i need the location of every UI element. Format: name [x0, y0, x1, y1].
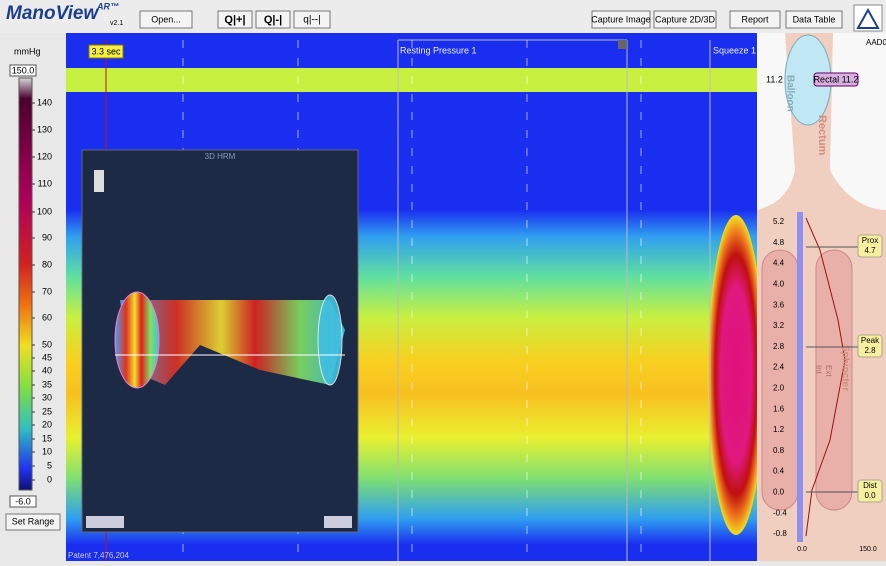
scale-tick-label: 0 [47, 474, 52, 484]
inset-tools[interactable] [94, 170, 104, 192]
event-label: Resting Pressure 1 [400, 45, 477, 55]
scale-tick-label: 80 [42, 259, 52, 269]
scale-tick-label: 35 [42, 379, 52, 389]
position-label: 0.8 [773, 446, 785, 455]
scale-tick-label: 15 [42, 433, 52, 443]
ext-label: Ext [824, 365, 833, 377]
scale-unit: mmHg [14, 46, 41, 56]
svg-text:q|--|: q|--| [303, 15, 320, 26]
position-label: 4.0 [773, 280, 785, 289]
scale-tick-label: 25 [42, 406, 52, 416]
svg-text:Q|-|: Q|-| [264, 14, 282, 26]
position-label: 2.0 [773, 384, 785, 393]
sphincter-label: Sphincter [839, 345, 850, 391]
rectum-label: Rectum [816, 115, 828, 156]
scale-tick-label: 100 [37, 206, 52, 216]
position-label: -0.8 [773, 529, 787, 538]
marker-value: 4.7 [864, 246, 876, 255]
scale-max: 150.0 [12, 65, 35, 75]
position-label: 5.2 [773, 217, 785, 226]
logo-icon[interactable] [854, 5, 882, 31]
balloon-label: Balloon [784, 75, 795, 112]
marker-value: 0.0 [864, 491, 876, 500]
marker-label: Prox [862, 236, 878, 245]
position-label: 4.8 [773, 238, 785, 247]
color-bar [19, 78, 32, 490]
position-label: 3.2 [773, 321, 785, 330]
scale-tick-label: 30 [42, 392, 52, 402]
x-max: 150.0 [859, 546, 877, 553]
toolbar-button-label: Data Table [793, 14, 836, 24]
position-label: -0.4 [773, 508, 787, 517]
logo-sup: AR™ [96, 1, 119, 11]
scale-tick-label: 120 [37, 151, 52, 161]
marker-value: 2.8 [864, 346, 876, 355]
zoom-out-button[interactable]: q|--| [294, 11, 330, 28]
app-window: ManoView AR™ v2.1 Q|+| Q|-| q|--| mmHg 1… [0, 0, 886, 561]
tube-end [318, 295, 342, 385]
squeeze-region [708, 215, 764, 535]
inset-buttons[interactable] [86, 516, 124, 528]
scale-tick-label: 130 [37, 124, 52, 134]
set-range-button[interactable]: Set Range [6, 514, 60, 530]
position-label: 3.6 [773, 300, 785, 309]
position-label: 0.4 [773, 467, 785, 476]
page: { "toolbar": {"logo": "ManoView", "logo_… [0, 0, 886, 561]
tube-end [115, 292, 159, 388]
event-label: Squeeze 1 [713, 45, 756, 55]
scale-tick-label: 110 [38, 178, 52, 188]
patent: Patent 7,476,204 [68, 551, 129, 560]
patient-id: AAD0628 [866, 38, 886, 47]
toolbar-button-label: Open... [151, 14, 181, 24]
rectal-value: 11.2 [766, 74, 783, 84]
toolbar-button-label: Capture Image [591, 14, 651, 24]
scale-tick-label: 5 [47, 460, 52, 470]
scale-tick-label: 70 [42, 286, 52, 296]
position-label: 2.4 [773, 363, 785, 372]
scale-tick-label: 60 [42, 312, 52, 322]
toolbar-button-label: Capture 2D/3D [655, 14, 716, 24]
set-range-label: Set Range [12, 516, 55, 526]
svg-text:Q|+|: Q|+| [224, 14, 245, 26]
scale-tick-label: 10 [42, 446, 52, 456]
position-label: 4.4 [773, 259, 785, 268]
inset-title: 3D HRM [205, 152, 236, 161]
inset-buttons[interactable] [324, 516, 352, 528]
logo: ManoView [6, 3, 99, 24]
scale-tick-label: 50 [42, 339, 52, 349]
position-label: 1.6 [773, 404, 785, 413]
scale-panel [0, 33, 66, 561]
version: v2.1 [110, 20, 123, 27]
scale-tick-label: 90 [42, 232, 52, 242]
scale-tick-label: 45 [42, 352, 52, 362]
position-label: 0.0 [773, 488, 785, 497]
event-settings[interactable] [618, 40, 627, 49]
zoom-fit-button[interactable]: Q|-| [256, 11, 290, 28]
int-label: Int [814, 365, 823, 375]
toolbar-button-label: Report [741, 14, 769, 24]
scale-tick-label: 140 [37, 97, 52, 107]
scale-tick-label: 20 [42, 419, 52, 429]
rectal-label: Rectal 11.2 [814, 74, 859, 84]
position-label: 2.8 [773, 342, 785, 351]
marker-label: Peak [861, 336, 880, 345]
time-marker: 3.3 sec [91, 46, 121, 56]
scale-min: -6.0 [15, 496, 31, 506]
scale-tick-label: 40 [42, 365, 52, 375]
x-min: 0.0 [797, 546, 807, 553]
marker-label: Dist [863, 481, 878, 490]
catheter [797, 212, 803, 542]
position-label: 1.2 [773, 425, 785, 434]
zoom-in-button[interactable]: Q|+| [218, 11, 252, 28]
